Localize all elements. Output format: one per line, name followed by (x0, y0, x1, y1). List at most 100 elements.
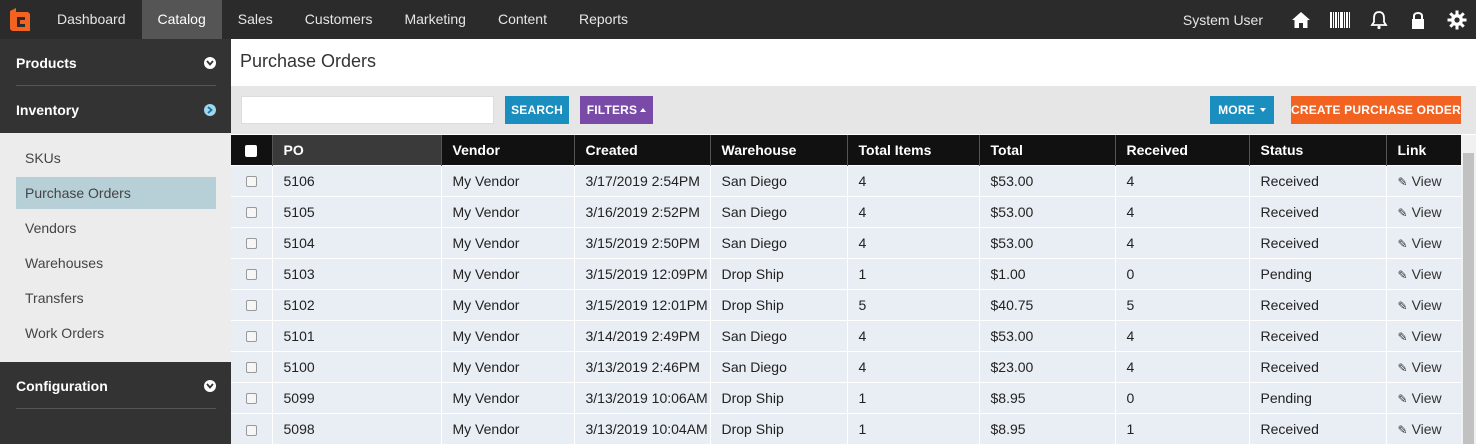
column-header-total[interactable]: Total (979, 135, 1116, 165)
cell-status: Received (1249, 350, 1387, 382)
gear-icon[interactable] (1437, 0, 1476, 39)
view-link[interactable]: ✎ View (1398, 204, 1442, 220)
nav-item-customers[interactable]: Customers (304, 11, 373, 27)
barcode-icon[interactable] (1320, 0, 1359, 39)
column-header-total-items[interactable]: Total Items (847, 135, 980, 165)
cell-po: 5098 (272, 412, 442, 444)
pencil-icon: ✎ (1397, 329, 1408, 344)
view-link[interactable]: ✎ View (1398, 390, 1442, 406)
table-row[interactable]: 5104 My Vendor 3/15/2019 2:50PM San Diego 4 $… (231, 226, 1462, 258)
view-link[interactable]: ✎ View (1398, 266, 1442, 282)
view-link[interactable]: ✎ View (1398, 359, 1442, 375)
search-input[interactable] (241, 96, 494, 124)
more-button[interactable]: MORE (1210, 96, 1274, 124)
nav-item-sales[interactable]: Sales (237, 11, 273, 27)
cell-total-items: 1 (847, 257, 980, 289)
view-link-cell: ✎ View (1386, 288, 1462, 320)
chevron-down-icon (204, 379, 216, 392)
cell-vendor: My Vendor (441, 226, 575, 258)
row-select-cell (231, 319, 273, 351)
row-checkbox[interactable] (245, 238, 257, 250)
nav-item-catalog[interactable]: Catalog (141, 0, 222, 39)
sidebar-item-work-orders[interactable]: Work Orders (25, 325, 105, 341)
column-header-created[interactable]: Created (574, 135, 711, 165)
table-row[interactable]: 5098 My Vendor 3/13/2019 10:04AM Drop Ship 1… (231, 412, 1462, 444)
view-link-label: View (1411, 265, 1442, 282)
column-header-link[interactable]: Link (1386, 135, 1462, 165)
view-link[interactable]: ✎ View (1398, 421, 1442, 437)
sidebar-item-vendors[interactable]: Vendors (25, 220, 77, 236)
column-header-po[interactable]: PO (272, 135, 442, 165)
cell-total: $8.95 (979, 412, 1116, 444)
view-link-label: View (1411, 389, 1442, 406)
table-row[interactable]: 5103 My Vendor 3/15/2019 12:09PM Drop Ship 1… (231, 257, 1462, 289)
row-checkbox[interactable] (245, 362, 257, 374)
row-select-cell (231, 381, 273, 413)
create-purchase-order-label: CREATE PURCHASE ORDER (1291, 103, 1461, 117)
view-link[interactable]: ✎ View (1398, 328, 1442, 344)
table-scrollbar[interactable] (1461, 135, 1476, 444)
view-link-cell: ✎ View (1386, 412, 1462, 444)
select-all-checkbox[interactable] (245, 145, 258, 158)
search-button[interactable]: SEARCH (505, 96, 569, 124)
cell-total-items: 5 (847, 288, 980, 320)
view-link-cell: ✎ View (1386, 226, 1462, 258)
row-checkbox[interactable] (245, 331, 257, 343)
cell-received: 5 (1115, 288, 1250, 320)
sidebar-item-purchase-orders[interactable]: Purchase Orders (16, 177, 216, 209)
user-name[interactable]: System User (1182, 11, 1263, 28)
column-header-status[interactable]: Status (1249, 135, 1387, 165)
lock-icon[interactable] (1398, 0, 1437, 39)
row-checkbox[interactable] (245, 393, 257, 405)
cell-po: 5103 (272, 257, 442, 289)
top-nav: Dashboard Catalog Sales Customers Marketing C… (0, 0, 1476, 39)
sidebar-configuration[interactable]: Configuration (0, 362, 231, 409)
table-row[interactable]: 5102 My Vendor 3/15/2019 12:01PM Drop Ship 5… (231, 288, 1462, 320)
view-link[interactable]: ✎ View (1398, 235, 1442, 251)
sidebar-products[interactable]: Products (0, 39, 231, 86)
cell-warehouse: San Diego (710, 350, 848, 382)
table-row[interactable]: 5100 My Vendor 3/13/2019 2:46PM San Diego 4 $… (231, 350, 1462, 382)
cell-warehouse: San Diego (710, 164, 848, 196)
view-link[interactable]: ✎ View (1398, 297, 1442, 313)
cell-po: 5105 (272, 195, 442, 227)
table-row[interactable]: 5099 My Vendor 3/13/2019 10:06AM Drop Ship 1… (231, 381, 1462, 413)
filters-button[interactable]: FILTERS (580, 96, 653, 124)
sidebar: Products Inventory SKUs Purchase Orders Ve… (0, 39, 231, 444)
nav-item-marketing[interactable]: Marketing (404, 11, 466, 27)
cell-vendor: My Vendor (441, 164, 575, 196)
view-link-label: View (1411, 172, 1442, 189)
row-checkbox[interactable] (245, 269, 257, 281)
nav-item-reports[interactable]: Reports (579, 11, 629, 27)
create-purchase-order-button[interactable]: CREATE PURCHASE ORDER (1291, 96, 1461, 124)
pencil-icon: ✎ (1397, 205, 1408, 220)
table-row[interactable]: 5105 My Vendor 3/16/2019 2:52PM San Diego 4 $… (231, 195, 1462, 227)
row-select-cell (231, 412, 273, 444)
sidebar-item-transfers[interactable]: Transfers (25, 290, 84, 306)
nav-item-dashboard[interactable]: Dashboard (57, 11, 126, 27)
cell-vendor: My Vendor (441, 288, 575, 320)
sidebar-inventory[interactable]: Inventory (0, 86, 231, 133)
nav-item-content[interactable]: Content (497, 11, 547, 27)
row-checkbox[interactable] (245, 424, 257, 436)
row-select-cell (231, 350, 273, 382)
sidebar-item-warehouses[interactable]: Warehouses (25, 255, 104, 271)
row-checkbox[interactable] (245, 300, 257, 312)
view-link-cell: ✎ View (1386, 195, 1462, 227)
home-icon[interactable] (1281, 0, 1320, 39)
table-row[interactable]: 5101 My Vendor 3/14/2019 2:49PM San Diego 4 $… (231, 319, 1462, 351)
column-header-vendor[interactable]: Vendor (441, 135, 575, 165)
column-header-warehouse[interactable]: Warehouse (710, 135, 848, 165)
cell-warehouse: Drop Ship (710, 412, 848, 444)
table-row[interactable]: 5106 My Vendor 3/17/2019 2:54PM San Diego 4 $… (231, 164, 1462, 196)
row-checkbox[interactable] (245, 207, 257, 219)
row-checkbox[interactable] (245, 176, 257, 188)
column-header-received[interactable]: Received (1115, 135, 1250, 165)
sidebar-item-skus[interactable]: SKUs (25, 150, 61, 166)
search-button-label: SEARCH (511, 103, 563, 117)
bell-icon[interactable] (1359, 0, 1398, 39)
view-link[interactable]: ✎ View (1398, 173, 1442, 189)
app-logo[interactable] (0, 0, 39, 39)
scrollbar-thumb[interactable] (1463, 153, 1474, 444)
cell-status: Received (1249, 195, 1387, 227)
